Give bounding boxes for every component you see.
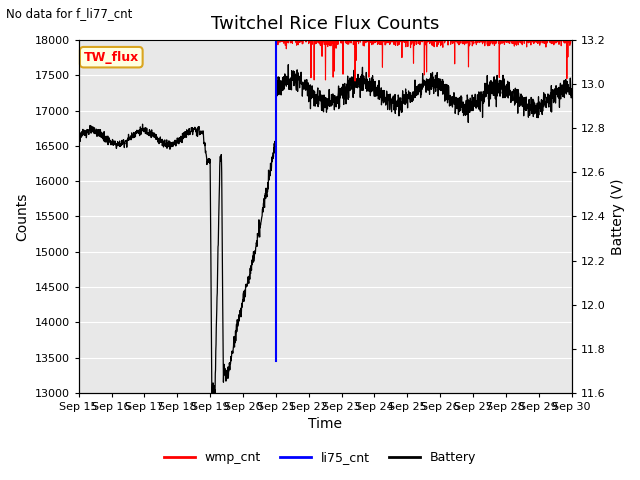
Y-axis label: Battery (V): Battery (V) — [611, 178, 625, 255]
X-axis label: Time: Time — [308, 418, 342, 432]
Text: TW_flux: TW_flux — [84, 51, 139, 64]
Legend: wmp_cnt, li75_cnt, Battery: wmp_cnt, li75_cnt, Battery — [159, 446, 481, 469]
Title: Twitchel Rice Flux Counts: Twitchel Rice Flux Counts — [211, 15, 439, 33]
Y-axis label: Counts: Counts — [15, 192, 29, 240]
Text: No data for f_li77_cnt: No data for f_li77_cnt — [6, 7, 132, 20]
